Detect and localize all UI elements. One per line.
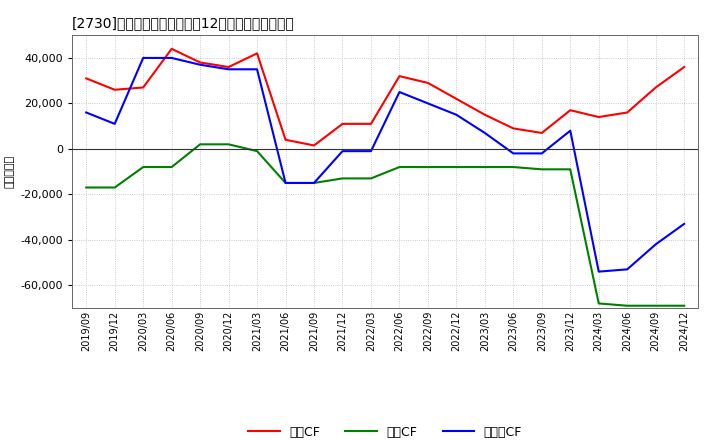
営業CF xyxy=(310,143,318,148)
投資CF xyxy=(139,165,148,170)
営業CF xyxy=(652,85,660,90)
投資CF xyxy=(509,165,518,170)
営業CF xyxy=(423,80,432,85)
投資CF xyxy=(110,185,119,190)
営業CF xyxy=(282,137,290,143)
Legend: 営業CF, 投資CF, フリーCF: 営業CF, 投資CF, フリーCF xyxy=(243,421,527,440)
営業CF xyxy=(395,73,404,79)
Line: 投資CF: 投資CF xyxy=(86,144,684,306)
営業CF xyxy=(566,107,575,113)
営業CF xyxy=(623,110,631,115)
フリーCF xyxy=(395,89,404,95)
投資CF xyxy=(652,303,660,308)
投資CF xyxy=(566,167,575,172)
フリーCF xyxy=(167,55,176,61)
Line: フリーCF: フリーCF xyxy=(86,58,684,271)
営業CF xyxy=(167,46,176,51)
投資CF xyxy=(480,165,489,170)
フリーCF xyxy=(423,101,432,106)
投資CF xyxy=(82,185,91,190)
営業CF xyxy=(225,64,233,70)
フリーCF xyxy=(82,110,91,115)
投資CF xyxy=(595,301,603,306)
営業CF xyxy=(110,87,119,92)
フリーCF xyxy=(623,267,631,272)
投資CF xyxy=(395,165,404,170)
営業CF xyxy=(338,121,347,127)
投資CF xyxy=(338,176,347,181)
フリーCF xyxy=(537,151,546,156)
フリーCF xyxy=(110,121,119,127)
営業CF xyxy=(595,114,603,120)
投資CF xyxy=(623,303,631,308)
フリーCF xyxy=(366,148,375,154)
フリーCF xyxy=(338,148,347,154)
営業CF xyxy=(139,85,148,90)
Y-axis label: （百万円）: （百万円） xyxy=(5,155,15,188)
フリーCF xyxy=(282,180,290,186)
フリーCF xyxy=(595,269,603,274)
営業CF xyxy=(480,112,489,117)
投資CF xyxy=(537,167,546,172)
投資CF xyxy=(253,148,261,154)
フリーCF xyxy=(480,130,489,136)
投資CF xyxy=(366,176,375,181)
フリーCF xyxy=(566,128,575,133)
投資CF xyxy=(680,303,688,308)
フリーCF xyxy=(139,55,148,61)
営業CF xyxy=(82,76,91,81)
フリーCF xyxy=(452,112,461,117)
投資CF xyxy=(196,142,204,147)
フリーCF xyxy=(253,66,261,72)
営業CF xyxy=(366,121,375,127)
投資CF xyxy=(167,165,176,170)
フリーCF xyxy=(652,242,660,247)
投資CF xyxy=(282,180,290,186)
フリーCF xyxy=(680,221,688,227)
投資CF xyxy=(225,142,233,147)
投資CF xyxy=(310,180,318,186)
フリーCF xyxy=(509,151,518,156)
Text: [2730]　キャッシュフローの12か月移動合計の推移: [2730] キャッシュフローの12か月移動合計の推移 xyxy=(72,16,294,30)
フリーCF xyxy=(310,180,318,186)
営業CF xyxy=(680,64,688,70)
フリーCF xyxy=(225,66,233,72)
投資CF xyxy=(423,165,432,170)
投資CF xyxy=(452,165,461,170)
営業CF xyxy=(537,130,546,136)
営業CF xyxy=(253,51,261,56)
営業CF xyxy=(196,60,204,65)
営業CF xyxy=(452,96,461,102)
Line: 営業CF: 営業CF xyxy=(86,49,684,146)
営業CF xyxy=(509,126,518,131)
フリーCF xyxy=(196,62,204,67)
